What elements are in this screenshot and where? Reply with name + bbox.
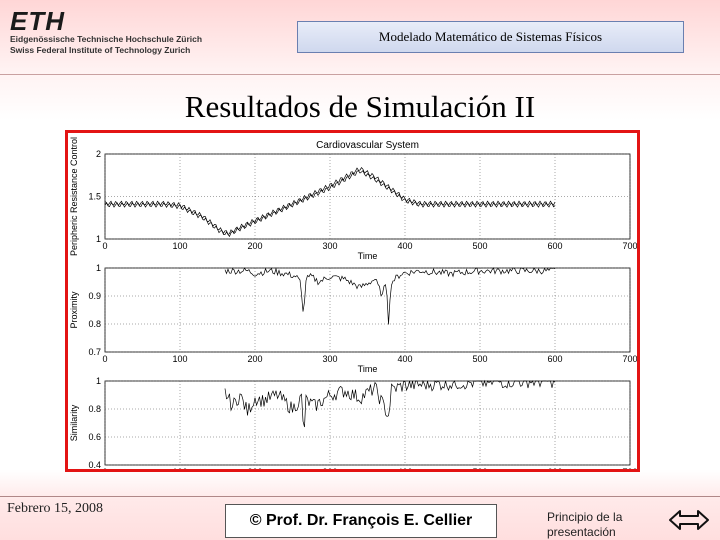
x-axis-label: Time (358, 251, 378, 261)
x-tick-label: 400 (397, 354, 412, 364)
y-tick-label: 1 (96, 263, 101, 273)
y-axis-label: Similarity (69, 404, 79, 441)
x-tick-label: 300 (322, 467, 337, 469)
y-tick-label: 0.8 (88, 319, 101, 329)
header-divider (0, 74, 720, 75)
x-tick-label: 100 (172, 241, 187, 251)
chart-title: Cardiovascular System (316, 140, 419, 151)
y-tick-label: 0.6 (88, 432, 101, 442)
x-tick-label: 700 (622, 467, 637, 469)
eth-logo-mark: ETH (10, 6, 65, 36)
y-tick-label: 0.8 (88, 404, 101, 414)
series-line-3-1 (224, 379, 556, 428)
course-title: Modelado Matemático de Sistemas Físicos (297, 21, 684, 53)
x-tick-label: 300 (322, 241, 337, 251)
x-tick-label: 700 (622, 241, 637, 251)
y-tick-label: 0.9 (88, 291, 101, 301)
double-arrow-icon[interactable] (668, 508, 710, 532)
x-tick-label: 600 (547, 241, 562, 251)
x-tick-label: 500 (472, 354, 487, 364)
x-tick-label: 0 (102, 241, 107, 251)
x-tick-label: 700 (622, 354, 637, 364)
eth-logo-line2: Swiss Federal Institute of Technology Zu… (10, 45, 191, 55)
copyright-box: © Prof. Dr. François E. Cellier (225, 504, 497, 538)
y-tick-label: 1 (96, 234, 101, 244)
x-tick-label: 100 (172, 354, 187, 364)
slide-title: Resultados de Simulación II (184, 89, 536, 124)
plot-frame-3 (104, 380, 631, 466)
series-line-1-2 (104, 167, 556, 236)
footer-divider (0, 496, 720, 497)
x-tick-label: 600 (547, 467, 562, 469)
eth-logo-line1: Eidgenössische Technische Hochschule Zür… (10, 34, 203, 44)
start-link-line1: Principio de la (547, 510, 623, 524)
simulation-figure: 0 100 200 300 400 500 600 700 1 1.5 2 Cardiovascula… (65, 130, 640, 472)
y-tick-label: 0.4 (88, 460, 101, 469)
x-tick-label: 300 (322, 354, 337, 364)
y-tick-label: 1 (96, 376, 101, 386)
y-tick-label: 2 (96, 149, 101, 159)
x-tick-label: 100 (172, 467, 187, 469)
y-axis-label: Peripheric Resistance Control (69, 137, 79, 256)
x-tick-label: 0 (102, 354, 107, 364)
x-tick-label: 400 (397, 241, 412, 251)
x-tick-label: 200 (247, 354, 262, 364)
x-tick-label: 0 (102, 467, 107, 469)
x-tick-label: 200 (247, 467, 262, 469)
x-tick-label: 400 (397, 467, 412, 469)
y-tick-label: 1.5 (88, 192, 101, 202)
start-of-presentation-link[interactable]: Principio de la presentación (547, 510, 622, 540)
series-line-2-1 (224, 267, 556, 325)
x-axis-label: Time (358, 364, 378, 374)
y-axis-label: Proximity (69, 291, 79, 329)
plot-frame-2 (104, 267, 631, 353)
footer-date: Febrero 15, 2008 (7, 501, 104, 516)
x-tick-label: 500 (472, 467, 487, 469)
x-tick-label: 200 (247, 241, 262, 251)
eth-logo: ETH Eidgenössische Technische Hochschule… (10, 8, 210, 68)
start-link-line2: presentación (547, 525, 616, 539)
x-tick-label: 600 (547, 354, 562, 364)
x-tick-label: 500 (472, 241, 487, 251)
y-tick-label: 0.7 (88, 347, 101, 357)
simulation-chart: 0 100 200 300 400 500 600 70011.52Cardiovascula… (69, 137, 637, 469)
